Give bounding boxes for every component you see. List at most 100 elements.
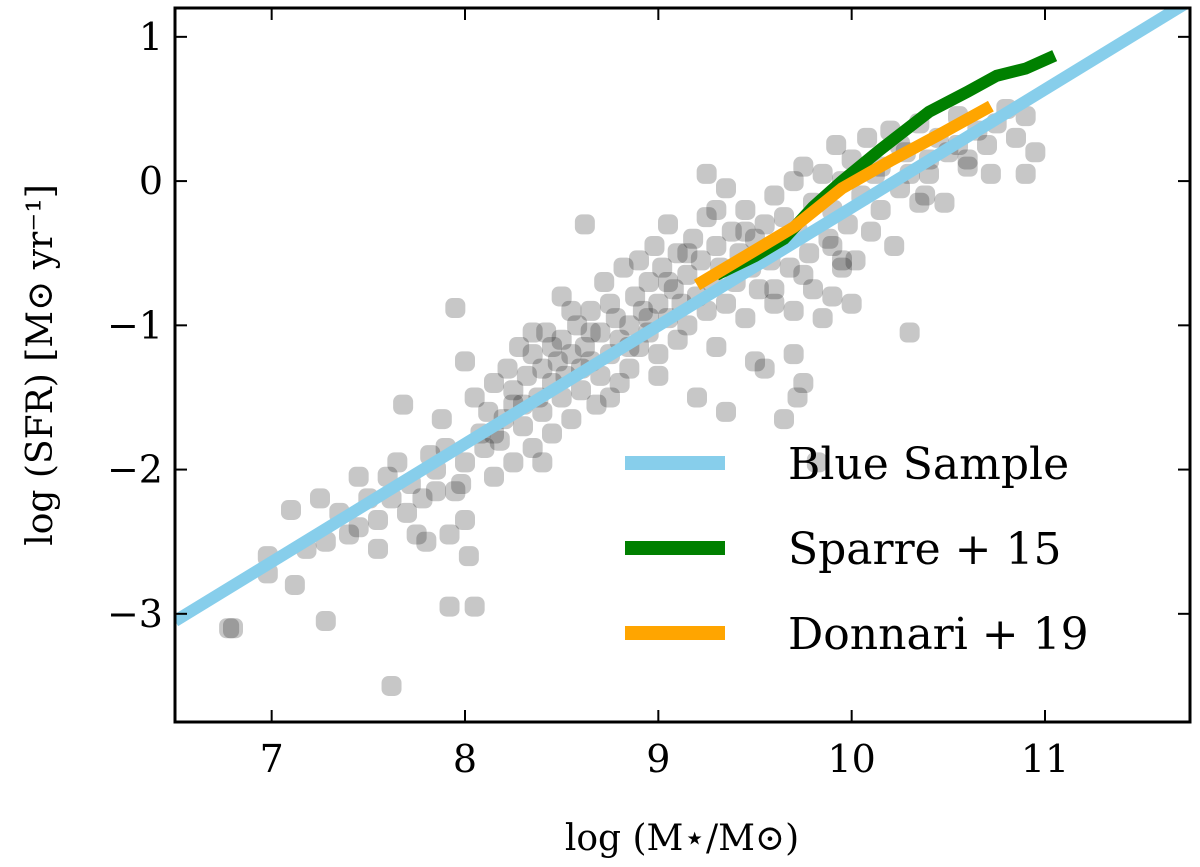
scatter-point <box>445 298 466 319</box>
scatter-point <box>779 257 800 278</box>
scatter-point <box>586 394 607 415</box>
scatter-point <box>381 675 402 696</box>
scatter-point <box>793 156 814 177</box>
scatter-point <box>667 329 688 350</box>
series-line-blue-sample <box>175 8 1190 627</box>
scatter-point <box>281 499 301 520</box>
scatter-point <box>783 344 804 365</box>
scatter-point <box>532 358 553 379</box>
scatter-point <box>774 207 794 228</box>
scatter-point <box>857 127 878 148</box>
scatter-point <box>658 214 678 235</box>
scatter-point <box>832 250 852 271</box>
scatter-point <box>574 336 595 357</box>
scatter-point <box>841 293 862 314</box>
scatter-point <box>431 409 452 430</box>
scatter-point <box>754 214 775 235</box>
scatter-point <box>1006 127 1026 148</box>
scatter-point <box>600 387 620 408</box>
scatter-point <box>861 221 881 242</box>
x-tick-label: 9 <box>646 737 670 781</box>
scatter-point <box>632 300 653 321</box>
scatter-point <box>561 409 582 430</box>
scatter-point <box>567 315 588 336</box>
scatter-point <box>522 322 543 343</box>
scatter-point <box>580 322 601 343</box>
scatter-point <box>721 221 742 242</box>
scatter-point <box>899 322 920 343</box>
scatter-point <box>696 207 717 228</box>
scatter-point <box>764 293 785 314</box>
x-axis-title: log (M⋆/M⊙) <box>565 818 799 859</box>
scatter-point <box>652 257 673 278</box>
scatter-point <box>957 156 978 177</box>
scatter-point <box>638 272 659 293</box>
y-tick-label: −2 <box>107 448 163 492</box>
scatter-point <box>426 481 446 502</box>
scatter-point <box>348 517 369 538</box>
scatter-point <box>690 250 711 271</box>
scatter-point <box>706 236 727 256</box>
scatter-point <box>832 257 852 278</box>
scatter-point <box>509 336 530 357</box>
scatter-point <box>393 394 414 415</box>
scatter-point <box>648 365 669 386</box>
scatter-point <box>822 236 843 256</box>
scatter-point <box>822 286 843 307</box>
scatter-point <box>783 171 804 192</box>
scatter-point <box>677 315 698 336</box>
scatter-point <box>590 322 611 343</box>
scatter-point <box>536 322 557 343</box>
x-tick-label: 7 <box>260 737 284 781</box>
scatter-point <box>551 286 572 307</box>
scatter-point <box>806 452 827 473</box>
scatter-point <box>980 163 1001 184</box>
scatter-point <box>445 481 466 502</box>
scatter-point <box>503 380 524 401</box>
scatter-point <box>497 358 518 379</box>
scatter-point <box>774 409 794 430</box>
scatter-point <box>439 524 460 545</box>
scatter-layer <box>219 98 1046 696</box>
scatter-point <box>706 199 727 220</box>
scatter-point <box>977 135 997 156</box>
y-tick-label: −1 <box>107 303 163 347</box>
scatter-point <box>793 264 814 285</box>
scatter-point <box>716 178 736 199</box>
scatter-point <box>787 387 808 408</box>
x-tick-label: 11 <box>1021 737 1069 781</box>
scatter-point <box>609 373 630 394</box>
scatter-point <box>663 279 684 300</box>
scatter-point <box>412 488 433 509</box>
scatter-point <box>826 135 847 156</box>
scatter-point <box>648 293 669 314</box>
scatter-point <box>818 228 839 249</box>
scatter-point <box>219 618 240 639</box>
y-tick-label: 0 <box>139 159 163 203</box>
legend-label: Donnari + 19 <box>788 609 1089 660</box>
scatter-point <box>532 452 553 473</box>
scatter-point <box>706 336 727 357</box>
scatter-point <box>416 531 437 552</box>
scatter-point <box>658 272 678 293</box>
scatter-point <box>522 437 543 458</box>
scatter-point <box>1015 163 1036 184</box>
scatter-point <box>735 221 756 242</box>
legend-label: Sparre + 15 <box>788 524 1061 575</box>
scatter-point <box>716 401 736 422</box>
scatter-point <box>613 257 634 278</box>
scatter-point <box>542 336 562 357</box>
scatter-point <box>484 373 504 394</box>
scatter-point <box>455 510 475 531</box>
legend: Blue Sample Sparre + 15 Donnari + 19 <box>625 439 1089 660</box>
scatter-point <box>619 358 640 379</box>
scatter-point <box>648 344 669 365</box>
scatter-point <box>909 192 930 213</box>
scatter-point <box>870 199 891 220</box>
scatter-point <box>884 236 905 256</box>
series-line-donnari-19 <box>693 100 994 291</box>
scatter-point <box>696 163 717 184</box>
scatter-point <box>561 300 582 321</box>
